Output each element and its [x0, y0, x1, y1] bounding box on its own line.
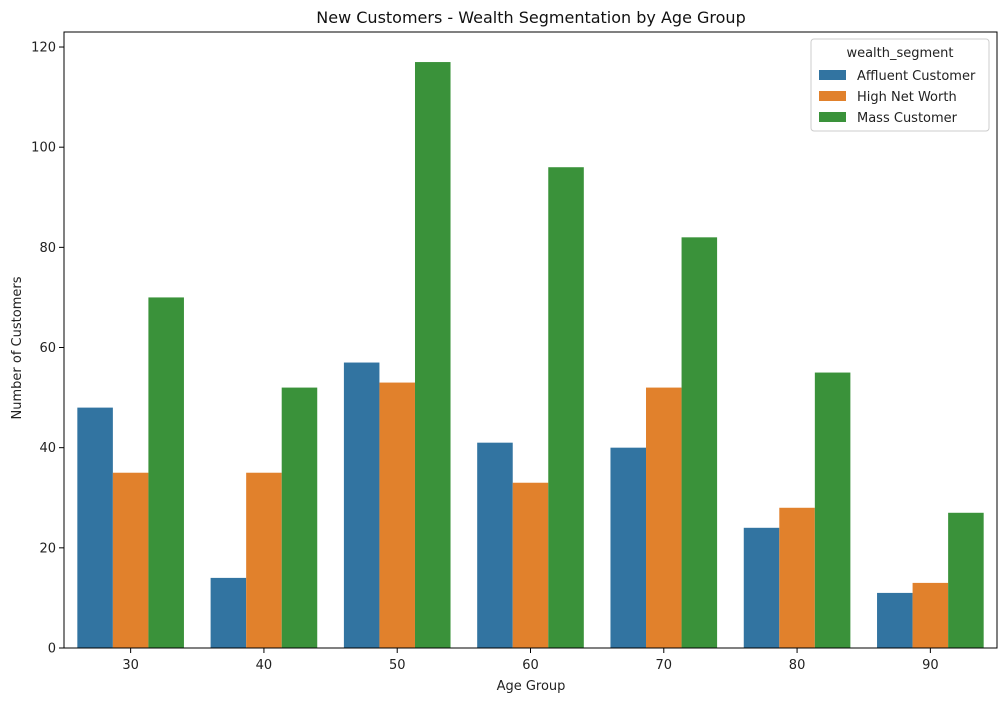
- legend-label-affluent-customer: Affluent Customer: [857, 69, 976, 84]
- bar-high-net-worth-90: [912, 582, 949, 648]
- y-tick-label: 0: [48, 642, 56, 657]
- bar-affluent-customer-70: [610, 447, 647, 648]
- legend-title: wealth_segment: [846, 46, 953, 61]
- bar-high-net-worth-80: [779, 507, 815, 648]
- x-tick-label: 30: [122, 658, 139, 673]
- y-tick-label: 100: [31, 141, 56, 156]
- x-tick-label: 70: [656, 658, 673, 673]
- bar-affluent-customer-50: [343, 362, 380, 648]
- legend-swatch-high-net-worth: [819, 91, 846, 101]
- bar-affluent-customer-30: [77, 407, 113, 648]
- x-tick-label: 50: [389, 658, 406, 673]
- axes-layer: 0 20 40 60 80 100 120 30 40 50 60 70 80 90: [31, 31, 998, 673]
- bar-high-net-worth-30: [112, 472, 149, 648]
- legend-label-high-net-worth: High Net Worth: [857, 90, 957, 105]
- bar-affluent-customer-90: [877, 592, 913, 648]
- y-axis-label: Number of Customers: [10, 276, 25, 419]
- bar-high-net-worth-40: [246, 472, 282, 648]
- legend: wealth_segment Affluent Customer High Net …: [810, 38, 990, 132]
- legend-swatch-mass-customer: [819, 112, 846, 122]
- bar-affluent-customer-80: [743, 527, 780, 648]
- y-tick-label: 20: [39, 541, 56, 556]
- x-axis-label: Age Group: [497, 679, 566, 694]
- x-tick-label: 90: [922, 658, 939, 673]
- bar-high-net-worth-70: [646, 387, 682, 648]
- y-tick-label: 40: [39, 441, 56, 456]
- legend-label-mass-customer: Mass Customer: [857, 111, 958, 126]
- bar-affluent-customer-60: [477, 442, 513, 648]
- legend-box: [810, 38, 990, 132]
- y-tick-label: 120: [31, 41, 56, 56]
- bar-mass-customer-60: [548, 167, 584, 648]
- bar-affluent-customer-40: [210, 577, 247, 648]
- y-tick-label: 80: [39, 241, 56, 256]
- legend-swatch-affluent-customer: [819, 70, 846, 80]
- bar-mass-customer-70: [681, 237, 718, 648]
- bars-layer: [77, 62, 984, 649]
- bar-high-net-worth-50: [379, 382, 415, 648]
- x-tick-label: 40: [256, 658, 273, 673]
- bar-mass-customer-90: [948, 512, 984, 648]
- chart-title: New Customers - Wealth Segmentation by A…: [316, 8, 745, 27]
- bar-high-net-worth-60: [512, 482, 549, 648]
- x-tick-label: 60: [522, 658, 539, 673]
- bar-mass-customer-80: [814, 372, 851, 648]
- bar-mass-customer-50: [414, 62, 451, 649]
- bar-mass-customer-40: [281, 387, 318, 648]
- y-tick-label: 60: [39, 341, 56, 356]
- x-tick-label: 80: [789, 658, 806, 673]
- bar-mass-customer-30: [148, 297, 184, 648]
